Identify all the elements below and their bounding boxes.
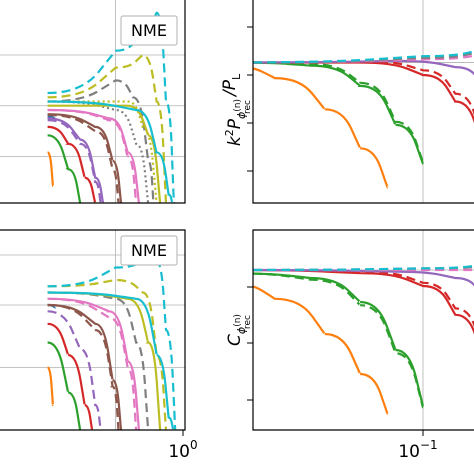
y-axis-label: Cϕ(n)rec [225,314,253,346]
x-tick-label: 100 [168,438,197,462]
x-tick-label: 10−1 [398,438,437,462]
nme-badge-text: NME [131,21,167,40]
panel-bottom-right: 10−1 Cϕ(n)rec [225,229,474,462]
gridlines [253,0,474,203]
axes-frame [0,0,186,204]
nme-badge: NME [120,15,178,46]
series-line-11 [47,278,168,430]
series-line-11 [47,79,155,203]
series-line-0 [253,67,389,189]
series-line-8 [47,297,138,430]
series-line-3 [47,125,97,203]
series-line-14 [47,53,168,203]
series-line-5 [47,119,102,203]
plot-area [47,11,175,203]
plot-area [253,50,474,189]
axes-frame [252,229,474,431]
panel-top-right: k2Pϕ(n)rec/PL [220,0,474,204]
panel-top-left: NME [0,0,186,204]
axes-frame [252,0,474,204]
series-line-3 [253,268,474,335]
series-line-8 [253,264,474,272]
series-line-2 [47,341,82,430]
series-line-2 [253,272,425,409]
y-ticks [247,26,253,172]
series-line-15 [47,100,174,203]
nme-badge: NME [120,235,178,266]
series-line-6 [47,113,123,203]
series-line-13 [47,100,158,203]
series-line-2 [253,61,425,164]
y-ticks [247,286,253,401]
axes-frame [0,229,186,431]
series-line-8 [253,50,474,64]
panel-bottom-left: NME 100 [0,229,198,462]
svg-text:Cϕ(n)rec: Cϕ(n)rec [225,314,253,346]
series-line-6 [47,303,120,430]
series-line-1 [47,366,55,407]
y-axis-label: k2Pϕ(n)rec/PL [220,73,253,146]
series-line-7 [47,297,140,430]
series-line-5 [253,59,474,76]
series-line-5 [253,268,474,287]
series-line-2 [47,134,82,203]
plot-area [47,260,177,430]
series-line-0 [253,285,389,416]
series-line-12 [47,291,175,430]
gridlines [253,230,474,430]
series-line-7 [47,113,120,203]
svg-text:k2Pϕ(n)rec/PL: k2Pϕ(n)rec/PL [220,73,253,146]
series-line-1 [253,272,425,408]
series-line-3 [47,322,94,430]
nme-badge-text: NME [131,241,167,260]
series-line-4 [253,268,474,328]
series-line-13 [47,260,177,430]
series-line-9 [47,108,138,203]
plot-area [253,264,474,416]
series-line-1 [253,61,425,165]
series-line-4 [47,310,102,430]
series-line-5 [47,303,123,430]
series-line-1 [47,151,55,188]
